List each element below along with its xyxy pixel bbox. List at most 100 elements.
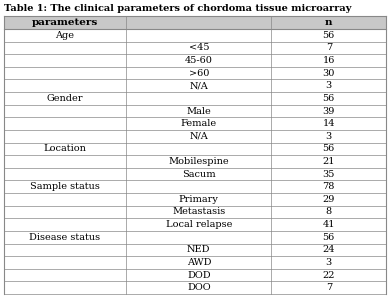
Bar [271, 67, 386, 80]
Bar [271, 206, 386, 218]
Bar [4, 193, 126, 206]
Text: 56: 56 [323, 31, 335, 40]
Bar [4, 155, 126, 168]
Bar [271, 155, 386, 168]
Bar [4, 67, 126, 80]
Text: Table 1: The clinical parameters of chordoma tissue microarray: Table 1: The clinical parameters of chor… [4, 4, 351, 13]
Bar [271, 269, 386, 281]
Text: 24: 24 [323, 245, 335, 254]
Text: 21: 21 [323, 157, 335, 166]
Text: 16: 16 [323, 56, 335, 65]
Bar [271, 117, 386, 130]
Bar [126, 193, 271, 206]
Bar [4, 269, 126, 281]
Text: Disease status: Disease status [30, 233, 101, 242]
Bar [4, 218, 126, 231]
Bar [126, 269, 271, 281]
Text: Metastasis: Metastasis [172, 208, 225, 217]
Bar [126, 42, 271, 54]
Text: Gender: Gender [47, 94, 83, 103]
Bar [126, 181, 271, 193]
Bar [271, 105, 386, 117]
Text: 3: 3 [326, 81, 332, 90]
Bar [126, 218, 271, 231]
Bar [4, 16, 126, 29]
Bar [126, 105, 271, 117]
Text: 14: 14 [323, 119, 335, 128]
Bar [4, 54, 126, 67]
Bar [126, 206, 271, 218]
Bar [4, 281, 126, 294]
Bar [126, 231, 271, 244]
Text: 56: 56 [323, 144, 335, 153]
Bar [4, 117, 126, 130]
Bar [4, 92, 126, 105]
Bar [126, 117, 271, 130]
Text: parameters: parameters [32, 18, 98, 27]
Bar [126, 155, 271, 168]
Text: 7: 7 [326, 43, 332, 52]
Bar [126, 281, 271, 294]
Text: 22: 22 [323, 271, 335, 279]
Bar [271, 92, 386, 105]
Text: 35: 35 [323, 170, 335, 178]
Text: 29: 29 [323, 195, 335, 204]
Text: DOO: DOO [187, 283, 211, 292]
Text: 7: 7 [326, 283, 332, 292]
Bar [4, 42, 126, 54]
Bar [4, 231, 126, 244]
Text: Sample status: Sample status [30, 182, 100, 191]
Bar [4, 181, 126, 193]
Bar [4, 80, 126, 92]
Bar [271, 218, 386, 231]
Bar [4, 29, 126, 42]
Text: Male: Male [186, 107, 211, 116]
Text: N/A: N/A [190, 132, 208, 141]
Text: n: n [325, 18, 333, 27]
Bar [126, 29, 271, 42]
Text: 41: 41 [323, 220, 335, 229]
Text: DOD: DOD [187, 271, 211, 279]
Text: 56: 56 [323, 94, 335, 103]
Text: Primary: Primary [179, 195, 219, 204]
Text: 8: 8 [326, 208, 332, 217]
Bar [271, 193, 386, 206]
Bar [271, 143, 386, 155]
Bar [126, 54, 271, 67]
Bar [271, 281, 386, 294]
Text: 30: 30 [323, 69, 335, 78]
Text: 78: 78 [323, 182, 335, 191]
Bar [271, 54, 386, 67]
Bar [4, 105, 126, 117]
Bar [4, 168, 126, 180]
Text: >60: >60 [189, 69, 209, 78]
Bar [271, 80, 386, 92]
Bar [271, 168, 386, 180]
Bar [271, 244, 386, 256]
Bar [271, 130, 386, 143]
Bar [126, 168, 271, 180]
Text: Mobilespine: Mobilespine [168, 157, 229, 166]
Text: <45: <45 [189, 43, 209, 52]
Text: Female: Female [181, 119, 217, 128]
Bar [126, 130, 271, 143]
Bar [126, 92, 271, 105]
Bar [271, 181, 386, 193]
Bar [4, 130, 126, 143]
Text: Local relapse: Local relapse [166, 220, 232, 229]
Text: N/A: N/A [190, 81, 208, 90]
Bar [4, 256, 126, 269]
Text: AWD: AWD [186, 258, 211, 267]
Text: 45-60: 45-60 [185, 56, 213, 65]
Text: 39: 39 [323, 107, 335, 116]
Bar [271, 16, 386, 29]
Text: 3: 3 [326, 258, 332, 267]
Bar [4, 206, 126, 218]
Bar [271, 256, 386, 269]
Bar [126, 67, 271, 80]
Text: Age: Age [55, 31, 74, 40]
Bar [126, 80, 271, 92]
Bar [126, 256, 271, 269]
Bar [126, 244, 271, 256]
Text: 56: 56 [323, 233, 335, 242]
